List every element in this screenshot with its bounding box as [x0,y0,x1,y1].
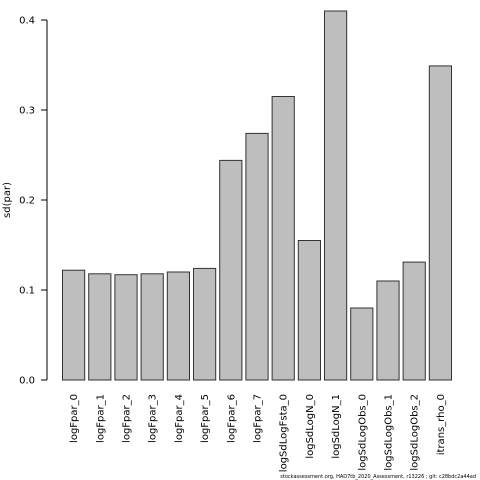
y-tick-label: 0.1 [19,286,35,297]
bar [350,307,374,381]
x-tick-label: logFpar_7 [253,394,264,443]
x-tick-label: logSdLogN_1 [331,394,342,459]
bar [114,274,138,381]
x-tick-label: logSdLogObs_0 [357,394,368,471]
y-tick-label: 0.4 [19,16,35,27]
x-tick-label: logFpar_5 [200,394,211,443]
x-tick-label: logSdLogObs_2 [410,394,421,471]
x-tick-label: logFpar_3 [148,394,159,443]
bar [193,267,217,381]
x-tick-label: logFpar_0 [69,394,80,443]
x-tick-label: logFpar_2 [122,394,133,443]
bar [245,132,269,381]
x-tick-label: itrans_rho_0 [436,394,447,455]
bar [62,269,86,381]
y-tick-label: 0.0 [19,376,35,387]
x-tick-label: logFpar_1 [95,394,106,443]
bar [324,10,348,381]
x-tick-label: logFpar_4 [174,394,185,443]
y-axis-label: sd(par) [2,182,13,218]
bar [271,96,295,381]
bar [140,273,164,381]
bar [88,273,112,381]
y-tick-label: 0.3 [19,106,35,117]
bar [428,65,452,381]
bar [402,261,426,381]
bars [62,10,452,381]
bar [297,240,321,381]
x-tick-label: logFpar_6 [226,394,237,443]
bar [219,159,243,381]
footer-text: stockassessment.org, HAD7tb_2020_Assessm… [280,474,476,480]
x-axis-tick-labels: logFpar_0 logFpar_1 logFpar_2 logFpar_3 logF… [69,394,447,472]
x-tick-label: logSdLogN_0 [305,394,316,459]
bar [166,271,191,381]
x-tick-label: logSdLogObs_1 [384,394,395,471]
y-tick-label: 0.2 [19,196,35,207]
y-axis: 0.0 0.1 0.2 0.3 0.4 [19,16,48,387]
bar [376,280,400,381]
x-tick-label: logSdLogFsta_0 [279,394,290,472]
